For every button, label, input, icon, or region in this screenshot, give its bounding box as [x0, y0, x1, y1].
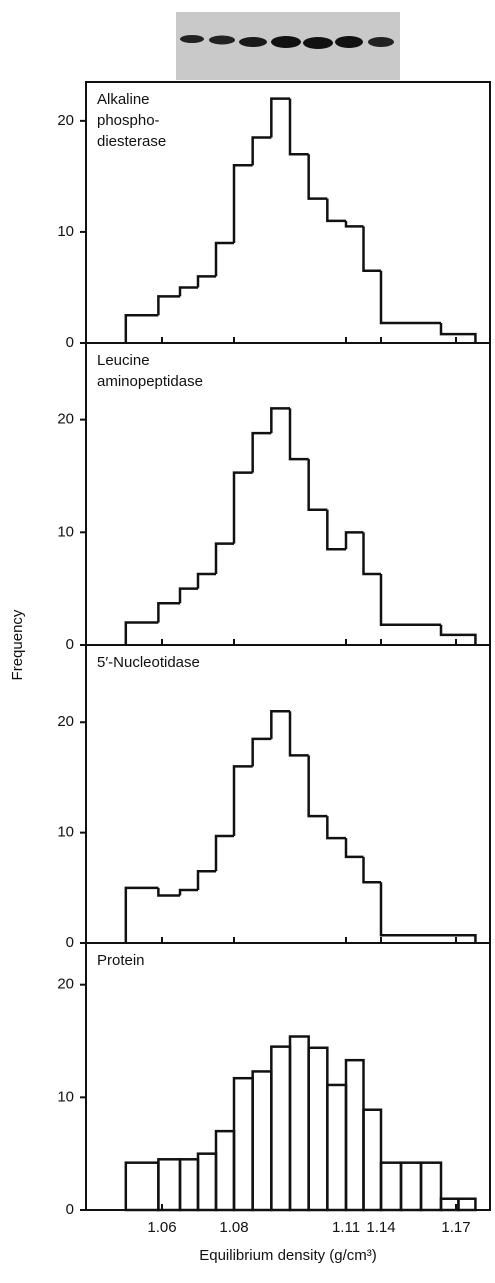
x-axis-label: Equilibrium density (g/cm³) — [199, 1247, 377, 1264]
histogram-step — [307, 755, 328, 818]
histogram-step — [379, 270, 441, 325]
histogram-bar — [344, 1058, 365, 1212]
y-tick-label: 10 — [57, 223, 74, 240]
histogram-step — [232, 164, 253, 244]
panel-label: Alkaline — [97, 91, 150, 108]
histogram-step — [196, 870, 216, 891]
y-tick-label: 20 — [57, 713, 74, 730]
panel-frame — [85, 942, 491, 1211]
x-tick-label: 1.08 — [219, 1219, 248, 1236]
histogram-step — [326, 198, 346, 223]
histogram-step — [251, 737, 272, 767]
histogram-step — [326, 816, 346, 840]
y-tick-label: 20 — [57, 112, 74, 129]
histogram-step — [178, 286, 198, 297]
histogram-bar — [251, 1070, 273, 1212]
histogram-bar — [307, 1046, 329, 1212]
histogram-step — [362, 226, 381, 273]
y-tick-label: 0 — [66, 636, 74, 653]
y-tick-label: 10 — [57, 824, 74, 841]
histogram-step — [288, 408, 309, 461]
histogram-step — [362, 856, 381, 884]
histogram-step — [214, 241, 234, 277]
histogram-step — [439, 624, 477, 645]
histogram-step — [178, 888, 198, 896]
histogram-step — [307, 459, 328, 512]
histogram-bar — [157, 1158, 182, 1212]
histogram-step — [288, 98, 309, 156]
histogram-step — [307, 154, 328, 200]
histogram-bar — [399, 1161, 423, 1212]
y-tick-label: 20 — [57, 976, 74, 993]
histogram-bar — [178, 1158, 200, 1212]
y-axis-label: Frequency — [9, 609, 26, 680]
histogram-bar — [457, 1197, 477, 1212]
y-tick-label: 0 — [66, 334, 74, 351]
histogram-step — [157, 295, 180, 316]
y-tick-label: 10 — [57, 523, 74, 540]
panel-label: diesterase — [97, 133, 166, 150]
histogram-step — [344, 838, 364, 859]
histogram-step — [362, 532, 381, 576]
x-tick-label: 1.14 — [366, 1219, 395, 1236]
histogram-step — [270, 407, 290, 434]
x-tick-label: 1.17 — [441, 1219, 470, 1236]
histogram-bar — [124, 1161, 160, 1212]
histogram-step — [379, 882, 477, 943]
histogram-step — [232, 471, 253, 544]
panel-label: Leucine — [97, 352, 150, 369]
histogram-bar — [270, 1045, 292, 1212]
histogram-step — [232, 765, 253, 836]
histogram-step — [439, 323, 477, 343]
histogram-step — [344, 220, 364, 228]
panel-label: phospho- — [97, 112, 160, 129]
histogram-step — [288, 711, 309, 757]
panel-label: aminopeptidase — [97, 373, 203, 390]
histogram-bar — [326, 1083, 348, 1212]
gel-image — [176, 12, 400, 80]
histogram-step — [251, 431, 272, 473]
histogram-step — [196, 275, 216, 288]
panel-frame — [85, 644, 491, 944]
y-tick-label: 20 — [57, 411, 74, 428]
panel-label: 5′-Nucleotidase — [97, 654, 200, 671]
y-tick-label: 10 — [57, 1088, 74, 1105]
y-tick-label: 0 — [66, 934, 74, 951]
histogram-step — [214, 542, 234, 575]
histogram-step — [196, 572, 216, 589]
histogram-bar — [214, 1129, 236, 1212]
histogram-step — [157, 602, 180, 623]
histogram-step — [157, 887, 180, 897]
histogram-step — [214, 834, 234, 872]
panel-label: Protein — [97, 952, 145, 969]
histogram-step — [270, 97, 290, 138]
histogram-step — [326, 509, 346, 551]
y-tick-label: 0 — [66, 1201, 74, 1218]
histogram-step — [124, 313, 159, 343]
histogram-step — [124, 621, 159, 645]
histogram-bar — [196, 1152, 218, 1212]
histogram-step — [344, 531, 364, 550]
histogram-step — [178, 587, 198, 604]
x-tick-label: 1.06 — [147, 1219, 176, 1236]
x-tick-label: 1.11 — [332, 1219, 360, 1236]
histogram-step — [251, 136, 272, 166]
histogram-bar — [232, 1076, 254, 1212]
histogram-step — [270, 709, 290, 739]
histogram-bar — [419, 1161, 443, 1212]
histogram-step — [379, 574, 441, 626]
histogram-bar — [379, 1161, 403, 1212]
histogram-step — [124, 886, 159, 943]
histogram-bar — [288, 1035, 310, 1212]
histogram-bar — [362, 1108, 383, 1212]
